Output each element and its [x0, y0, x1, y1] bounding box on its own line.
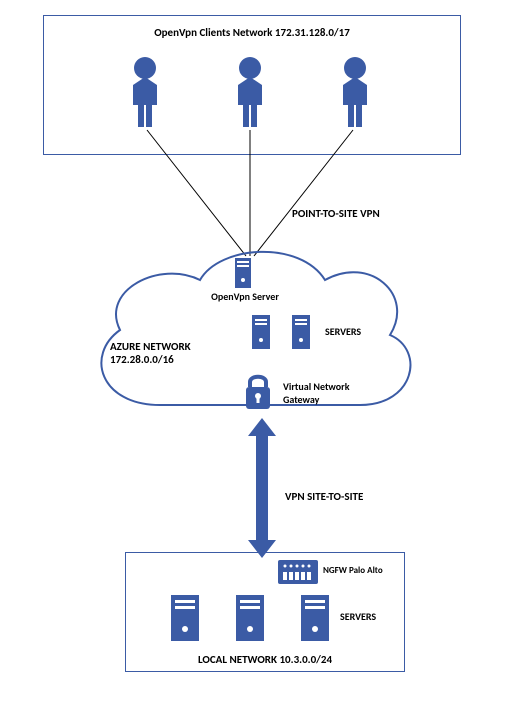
server-icon: [168, 595, 202, 641]
azure-network-line1: AZURE NETWORK: [110, 340, 191, 353]
azure-network-line2: 172.28.0.0/16: [110, 353, 174, 366]
clients-network-title: OpenVpn Clients Network 172.31.128.0/17: [44, 26, 460, 39]
openvpn-server-label: OpenVpn Server: [195, 290, 295, 303]
p2s-vpn-label: POINT-TO-SITE VPN: [292, 207, 380, 220]
person-icon: [225, 55, 275, 127]
server-icon: [250, 315, 272, 349]
vng-label-line1: Virtual Network: [283, 380, 350, 393]
firewall-icon: [278, 560, 318, 584]
vng-label: Virtual Network Gateway: [283, 380, 350, 406]
server-icon: [233, 595, 267, 641]
ngfw-label: NGFW Palo Alto: [323, 565, 383, 576]
s2s-vpn-label: VPN SITE-TO-SITE: [285, 490, 363, 503]
openvpn-server-icon: [233, 258, 253, 288]
cloud-servers-label: SERVERS: [325, 325, 361, 338]
person-icon: [330, 55, 380, 127]
vng-label-line2: Gateway: [283, 393, 319, 406]
azure-network-label: AZURE NETWORK 172.28.0.0/16: [110, 340, 191, 366]
server-icon: [298, 595, 332, 641]
s2s-arrow-icon: [248, 418, 276, 558]
lock-icon: [243, 372, 273, 410]
person-icon: [120, 55, 170, 127]
local-network-title: LOCAL NETWORK 10.3.0.0/24: [125, 653, 405, 666]
local-servers-label: SERVERS: [340, 610, 376, 623]
server-icon: [290, 315, 312, 349]
